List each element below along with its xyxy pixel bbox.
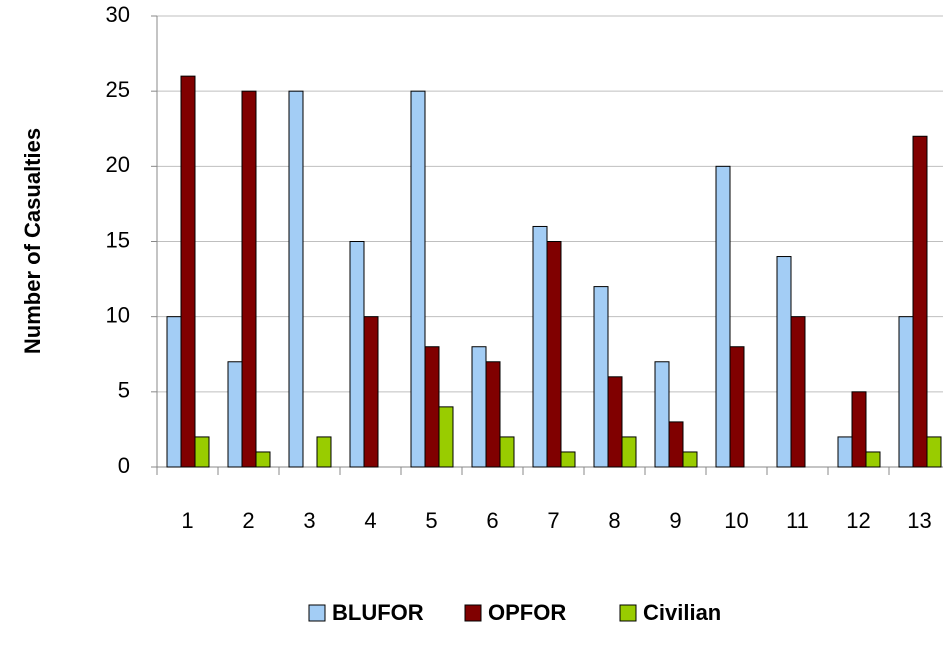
x-tick-label: 12 <box>846 508 870 533</box>
y-tick-label: 10 <box>106 302 130 327</box>
legend-label: Civilian <box>643 600 721 625</box>
bar <box>241 90 257 468</box>
bar <box>255 451 271 468</box>
bar <box>227 361 243 468</box>
bar <box>621 436 637 468</box>
x-tick-label: 9 <box>669 508 681 533</box>
bar <box>654 361 670 468</box>
bar <box>898 316 914 468</box>
bar <box>729 346 745 468</box>
x-tick-label: 1 <box>181 508 193 533</box>
y-tick-label: 5 <box>118 378 130 403</box>
bar <box>485 361 501 468</box>
y-tick-label: 30 <box>106 2 130 27</box>
legend-swatch <box>464 604 482 622</box>
bar <box>851 391 867 468</box>
x-tick-label: 10 <box>724 508 748 533</box>
legend-label: BLUFOR <box>332 600 424 625</box>
bar <box>668 421 684 468</box>
bar <box>499 436 515 468</box>
bar <box>180 75 196 468</box>
y-tick-label: 25 <box>106 77 130 102</box>
bar <box>776 256 792 468</box>
bar <box>715 165 731 468</box>
bar <box>912 135 928 468</box>
bar <box>363 316 379 468</box>
legend-swatch <box>619 604 637 622</box>
bar <box>316 436 332 468</box>
bar <box>410 90 426 468</box>
x-tick-label: 11 <box>786 508 809 533</box>
bar <box>166 316 182 468</box>
x-tick-label: 3 <box>303 508 315 533</box>
bar <box>349 241 365 468</box>
bar <box>288 90 304 468</box>
x-tick-label: 4 <box>364 508 376 533</box>
bar <box>438 406 454 468</box>
bar <box>926 436 942 468</box>
x-tick-label: 5 <box>425 508 437 533</box>
x-tick-label: 13 <box>907 508 931 533</box>
bar <box>593 286 609 468</box>
x-tick-label: 7 <box>547 508 559 533</box>
bar <box>194 436 210 468</box>
bar <box>424 346 440 468</box>
bar <box>471 346 487 468</box>
bar <box>560 451 576 468</box>
bar <box>682 451 698 468</box>
bar <box>532 225 548 468</box>
y-tick-label: 20 <box>106 152 130 177</box>
x-tick-label: 6 <box>486 508 498 533</box>
legend-swatch <box>308 604 326 622</box>
bar <box>607 376 623 468</box>
y-tick-label: 15 <box>106 227 130 252</box>
bar <box>790 316 806 468</box>
bar <box>865 451 881 468</box>
y-axis-label: Number of Casualties <box>20 128 45 354</box>
bar <box>837 436 853 468</box>
legend-label: OPFOR <box>488 600 566 625</box>
y-tick-label: 0 <box>118 453 130 478</box>
x-tick-label: 8 <box>608 508 620 533</box>
x-tick-label: 2 <box>242 508 254 533</box>
bar <box>546 241 562 468</box>
